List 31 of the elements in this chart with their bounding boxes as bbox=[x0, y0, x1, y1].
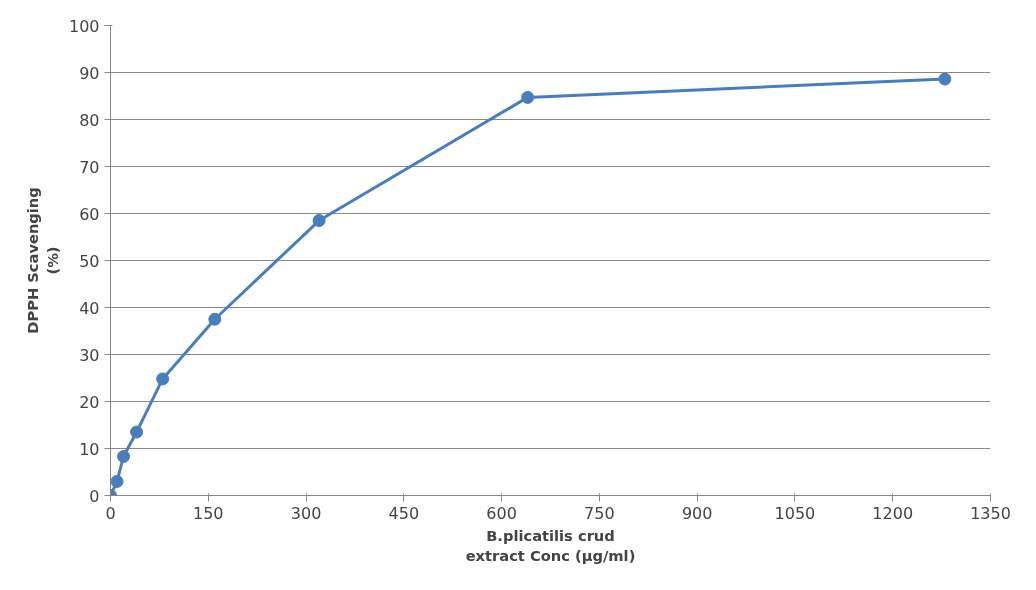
point bbox=[117, 450, 131, 463]
y-tick-label: 70 bbox=[79, 157, 100, 177]
x-tick-label: 1350 bbox=[970, 503, 1011, 523]
point bbox=[110, 474, 124, 488]
y-tick-label: 90 bbox=[79, 63, 100, 83]
y-tick-label: 0 bbox=[89, 486, 100, 506]
y-tick-label: 20 bbox=[79, 392, 100, 412]
y-tick-label: 40 bbox=[79, 298, 100, 318]
x-axis-title: B.plicatilis crud extract Conc (µg/ml) bbox=[465, 526, 636, 564]
point bbox=[938, 72, 952, 86]
x-tick-label: 0 bbox=[105, 503, 116, 523]
x-tick-label: 750 bbox=[584, 503, 615, 523]
point bbox=[312, 214, 326, 228]
x-tick-label: 1050 bbox=[774, 503, 816, 523]
y-tick-label: 100 bbox=[68, 16, 100, 36]
y-tick-label: 50 bbox=[79, 251, 100, 271]
y-tick-label: 60 bbox=[79, 204, 100, 224]
x-tick-label: 300 bbox=[290, 503, 322, 523]
y-tick-label: 30 bbox=[79, 345, 100, 365]
point bbox=[208, 312, 222, 326]
y-tick-label: 10 bbox=[79, 439, 100, 459]
x-tick-label: 1200 bbox=[872, 503, 914, 523]
x-tick-label: 600 bbox=[486, 503, 517, 523]
point bbox=[521, 90, 535, 104]
x-tick-label: 900 bbox=[681, 503, 713, 523]
x-tick-label: 150 bbox=[193, 503, 224, 523]
y-tick-label: 80 bbox=[79, 110, 100, 130]
x-tick-label: 450 bbox=[388, 503, 420, 523]
point bbox=[130, 425, 144, 439]
y-axis-title: DPPH Scavenging (%) bbox=[23, 187, 61, 334]
point bbox=[156, 372, 170, 386]
